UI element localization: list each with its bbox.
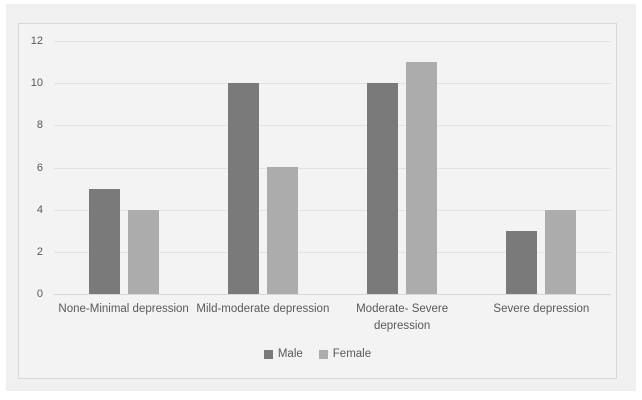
bar-group-0 (54, 41, 193, 294)
y-tick-label-6: 6 (36, 162, 43, 174)
gridline-6 (54, 168, 611, 169)
bar-female-1 (266, 167, 298, 294)
chart-area: 0 2 4 6 8 10 12 None-Minimal depression Mild-mo… (18, 23, 617, 379)
bar-female-0 (127, 210, 159, 294)
plot-area (54, 41, 611, 295)
category-label-2: Moderate- Severe depression (356, 303, 449, 332)
category-label-1: Mild-moderate depression (196, 303, 330, 315)
gridline-0 (54, 294, 611, 295)
y-axis: 0 2 4 6 8 10 12 (21, 35, 43, 300)
legend: Male Female (19, 348, 616, 360)
bar-male-1 (227, 83, 259, 294)
bar-male-0 (88, 189, 120, 294)
bar-group-3 (472, 41, 611, 294)
y-tick-label-10: 10 (30, 77, 43, 89)
y-tick-label-8: 8 (36, 119, 43, 131)
bar-groups (54, 41, 611, 294)
legend-male-swatch (263, 349, 273, 359)
gridline-8 (54, 125, 611, 126)
category-labels: None-Minimal depression Mild-moderate dep… (54, 301, 611, 335)
bar-male-3 (506, 231, 538, 294)
bar-group-2 (333, 41, 472, 294)
legend-male-label: Male (277, 348, 303, 360)
legend-entry-female: Female (318, 348, 372, 360)
chart-figure: 0 2 4 6 8 10 12 None-Minimal depression Mild-mo… (6, 4, 636, 391)
bar-female-2 (406, 62, 438, 294)
bar-male-2 (367, 83, 399, 294)
y-tick-label-4: 4 (36, 204, 43, 216)
category-label-3: Severe depression (493, 303, 590, 315)
bar-group-1 (193, 41, 332, 294)
gridline-4 (54, 210, 611, 211)
legend-female-label: Female (332, 348, 372, 360)
gridline-12 (54, 41, 611, 42)
y-tick-label-12: 12 (30, 35, 43, 47)
bar-female-3 (545, 210, 577, 294)
gridline-10 (54, 83, 611, 84)
y-tick-label-2: 2 (36, 246, 43, 258)
legend-female-swatch (318, 349, 328, 359)
gridline-2 (54, 252, 611, 253)
legend-entry-male: Male (263, 348, 303, 360)
y-tick-label-0: 0 (36, 288, 43, 300)
category-label-0: None-Minimal depression (58, 303, 189, 315)
